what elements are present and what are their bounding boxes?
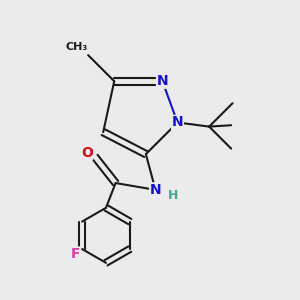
- Text: CH₃: CH₃: [65, 42, 88, 52]
- Text: N: N: [172, 116, 183, 130]
- Text: O: O: [81, 146, 93, 160]
- Text: F: F: [70, 247, 80, 261]
- Text: N: N: [150, 183, 161, 197]
- Text: H: H: [168, 189, 178, 202]
- Text: N: N: [157, 74, 168, 88]
